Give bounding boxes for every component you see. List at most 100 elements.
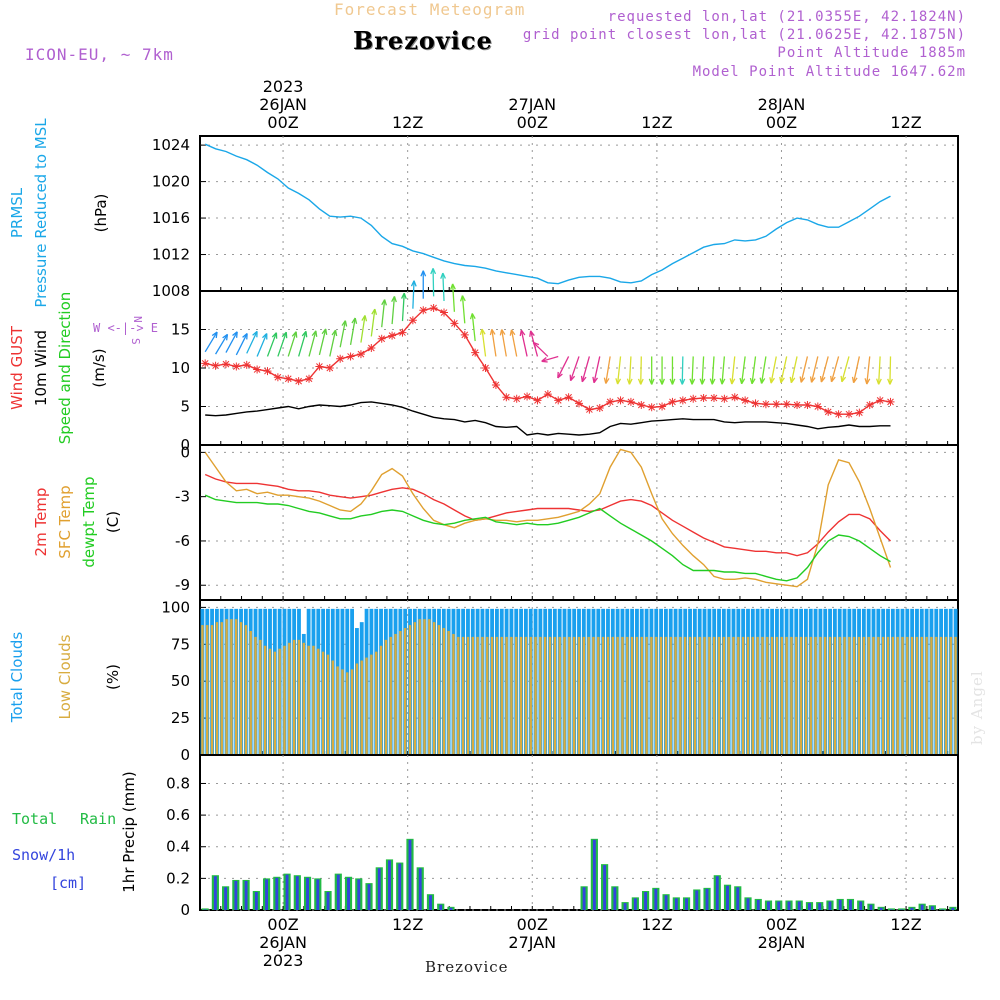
low-cloud-bar [795, 636, 798, 755]
gust-marker [855, 408, 864, 417]
wind-arrow [381, 299, 386, 328]
wind-arrow [432, 268, 435, 297]
gust-marker [533, 396, 542, 405]
low-cloud-bar [650, 636, 653, 755]
compass-we: W <-|-> E [93, 321, 158, 335]
wind-arrowhead [669, 378, 676, 385]
low-cloud-bar [857, 636, 861, 755]
low-cloud-bar [741, 636, 745, 755]
low-cloud-bar [669, 636, 672, 755]
low-cloud-bar [268, 648, 272, 755]
low-cloud-bar [746, 636, 750, 755]
low-cloud-bar [457, 636, 460, 755]
low-cloud-bar [370, 654, 373, 755]
wind-arrowhead [499, 329, 506, 336]
low-cloud-bar [563, 636, 566, 755]
low-cloud-bar [263, 645, 267, 755]
snow-bar [736, 887, 740, 910]
snow-bar [879, 907, 883, 910]
top-time-label: 12Z [890, 113, 921, 132]
point-altitude: Point Altitude 1885m [777, 45, 966, 61]
low-cloud-bar [640, 636, 643, 755]
wind-arrow [628, 356, 632, 385]
wind-arrowhead [809, 376, 816, 383]
low-cloud-bar [954, 636, 957, 755]
low-cloud-bar [302, 642, 306, 755]
snow-bar [418, 868, 422, 910]
low-cloud-bar [476, 636, 479, 755]
precip-axis-label: 1hr Precip (mm) [120, 771, 138, 892]
wind-arrow [401, 293, 405, 322]
dewpt-axis-label: dewpt Temp [80, 476, 98, 567]
low-cloud-bar [901, 636, 904, 755]
snow-bar [265, 879, 269, 910]
wind-arrowhead [541, 357, 548, 363]
wind-arrow [810, 356, 819, 383]
low-cloud-bar [379, 645, 383, 755]
gust-marker [886, 397, 895, 406]
low-cloud-bar [606, 636, 610, 755]
low-cloud-bar [558, 636, 561, 755]
gust-marker [751, 399, 760, 408]
low-cloud-bar [312, 645, 315, 755]
bottom-time-label: 27JAN [508, 933, 556, 952]
wind-arrowhead [489, 328, 496, 336]
low-cloud-bar [553, 636, 557, 755]
snow-label: Snow/1h [12, 846, 75, 864]
low-cloud-bar [568, 636, 571, 755]
temp2m-axis-label: 2m Temp [32, 488, 50, 557]
snow-bar [306, 877, 309, 910]
wind-arrowhead [779, 376, 785, 384]
wind-arrow [878, 356, 881, 385]
temperature-y-tick-label: -3 [175, 488, 190, 506]
wind-arrowhead [222, 333, 229, 341]
wind-arrowhead [789, 376, 796, 384]
gust-marker [575, 399, 583, 408]
wind-arrowhead [739, 377, 746, 385]
low-cloud-bar [206, 625, 209, 755]
wind-arrow [711, 356, 715, 385]
low-cloud-bar [843, 636, 846, 755]
gust-marker [606, 397, 615, 406]
gust-marker [502, 393, 511, 402]
snow-unit-label: [cm] [50, 874, 86, 892]
low-cloud-bar [403, 628, 407, 755]
low-cloud-bar [577, 636, 581, 755]
low-cloud-bar [375, 651, 378, 755]
rain-bar [898, 908, 906, 910]
low-cloud-bar [539, 636, 542, 755]
gust-marker [782, 400, 791, 409]
model-altitude: Model Point Altitude 1647.62m [692, 64, 966, 80]
wind-arrow [616, 356, 622, 385]
snow-bar [797, 901, 801, 910]
snow-bar [777, 901, 781, 910]
wind-arrowhead [719, 378, 726, 385]
gust-marker [263, 367, 272, 376]
low-cloud-bar [519, 636, 523, 755]
low-cloud-bar [346, 672, 349, 755]
wind-arrow [721, 356, 726, 385]
snow-bar [449, 907, 453, 910]
low-cloud-bar [394, 633, 397, 755]
top-time-label: 12Z [392, 113, 423, 132]
low-cloud-bar [684, 636, 687, 755]
wind-arrowhead [887, 378, 893, 385]
snow-bar [900, 909, 904, 910]
wind-arrowhead [381, 299, 387, 306]
wind-arrowhead [479, 328, 486, 336]
pressure-axis-label: Pressure Reduced to MSL [32, 118, 50, 308]
wind-arrow [246, 331, 258, 354]
snow-bar [715, 876, 719, 910]
wind-arrowhead [232, 331, 238, 338]
wind-arrowhead [749, 377, 756, 385]
low-cloud-bar [442, 628, 446, 755]
low-cloud-bar [239, 622, 243, 755]
low-cloud-bar [766, 636, 769, 755]
gust-marker [336, 354, 345, 363]
wind-arrowhead [211, 331, 218, 339]
low-cloud-bar [674, 636, 677, 755]
snow-bar [439, 904, 443, 910]
wind-arrowhead [261, 333, 268, 340]
pressure-panel: 1008 1012 1016 1020 1024 [152, 135, 959, 300]
